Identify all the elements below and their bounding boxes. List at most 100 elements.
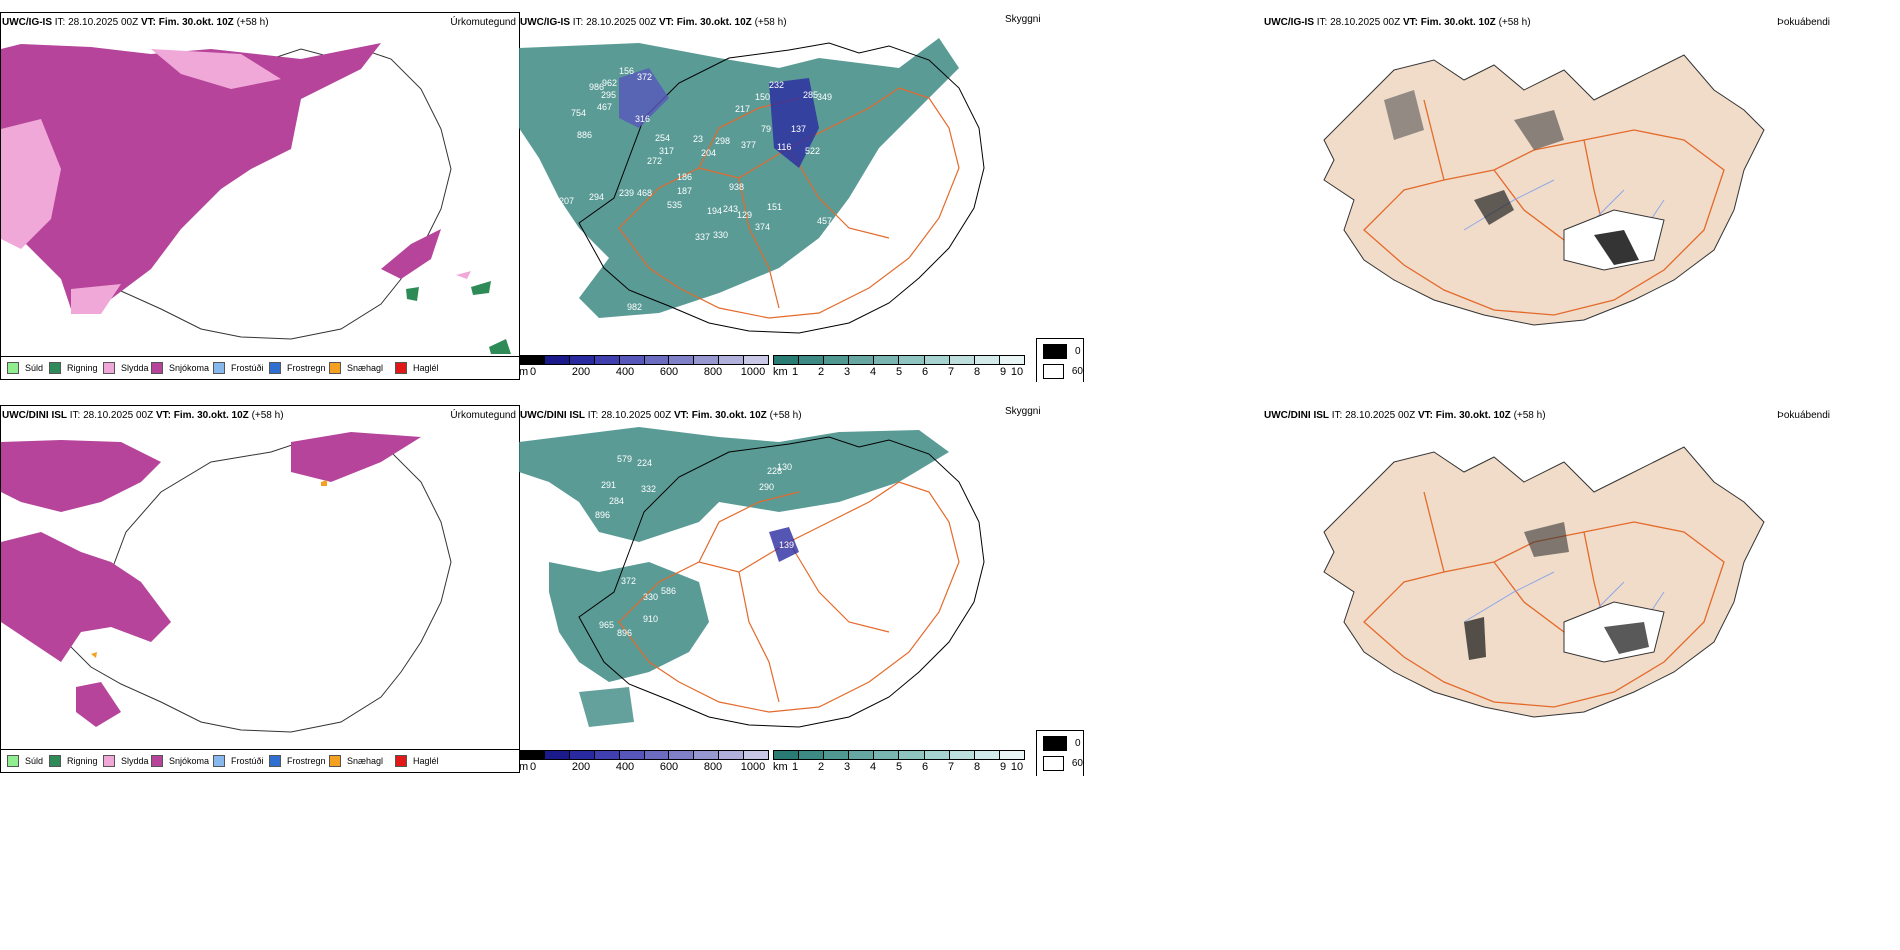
hail-dot xyxy=(321,480,327,486)
colorbar-unit: m xyxy=(519,761,529,773)
colorbar-ticks: m 0 200 400 600 800 1000 xyxy=(519,760,769,774)
row1-cloud-panel: UWC/IG-IS IT: 28.10.2025 00Z VT: Fim. 30… xyxy=(519,12,1229,382)
colorbar-cell xyxy=(594,356,620,364)
colorbar-cell xyxy=(619,751,645,759)
row2-fog-title: Þokuábendi xyxy=(1777,410,1830,421)
row1-cloudbase-scale: m 0 200 400 600 800 1000 xyxy=(519,355,769,379)
cloud-base-label: 491 xyxy=(859,250,874,260)
cloud-base-label: 316 xyxy=(635,114,650,124)
tick-label: 0 xyxy=(529,761,537,773)
visibility-area xyxy=(579,687,634,727)
fog-swatch xyxy=(1043,735,1067,751)
tick-label: 8 xyxy=(973,761,981,773)
cloud-base-label: 330 xyxy=(713,230,728,240)
fog-area xyxy=(1514,110,1564,150)
cloud-base-label: 224 xyxy=(637,458,652,468)
tick-label: 4 xyxy=(869,761,877,773)
cloud-base-label: 116 xyxy=(777,142,791,152)
legend-item: Frostúði xyxy=(213,362,264,374)
cloud-base-label: 291 xyxy=(601,480,616,490)
row2-fog-scale: 0 60 xyxy=(1036,730,1084,776)
row1-cloud-title: Skyggni xyxy=(1005,14,1041,25)
tick-label: 1000 xyxy=(740,366,766,378)
cloud-base-label: 194 xyxy=(707,206,722,216)
cloud-base-label: 272 xyxy=(647,156,662,166)
colorbar-cell xyxy=(874,751,900,759)
tick-label: 4 xyxy=(869,366,877,378)
row1-fog-panel: UWC/IG-IS IT: 28.10.2025 00Z VT: Fim. 30… xyxy=(1264,12,1864,382)
row2-cloudbase-scale: m 0 200 400 600 800 1000 xyxy=(519,750,769,774)
cloud-base-label: 129 xyxy=(737,210,752,220)
colorbar-cell xyxy=(974,751,1000,759)
cloud-base-area xyxy=(769,78,819,168)
iceland-outline xyxy=(578,42,985,334)
colorbar-cell xyxy=(949,356,975,364)
cloud-base-label: 886 xyxy=(577,130,592,140)
cloud-base-label: 217 xyxy=(735,104,750,114)
cloud-base-label: 139 xyxy=(779,540,794,550)
tick-label: 400 xyxy=(615,366,635,378)
cloud-base-label: 23 xyxy=(693,134,703,144)
tick-label: 5 xyxy=(895,366,903,378)
cloud-base-label: 290 xyxy=(759,482,774,492)
tick-label: 6 xyxy=(921,761,929,773)
colorbar-cell xyxy=(774,356,800,364)
cloud-base-label: 535 xyxy=(667,200,682,210)
legend-item: Snjókoma xyxy=(151,362,209,374)
colorbar-unit: m xyxy=(519,366,529,378)
cloud-base-label: 228 xyxy=(767,466,782,476)
cloud-base-label: 151 xyxy=(767,202,782,212)
row1-precip-panel: UWC/IG-IS IT: 28.10.2025 00Z VT: Fim. 30… xyxy=(0,12,520,380)
legend-swatch xyxy=(329,755,341,767)
row1-fog-header: UWC/IG-IS IT: 28.10.2025 00Z VT: Fim. 30… xyxy=(1264,17,1531,28)
tick-label: 2 xyxy=(817,366,825,378)
cloud-base-label: 372 xyxy=(637,72,652,82)
colorbar-cell xyxy=(520,356,545,364)
legend-swatch xyxy=(49,755,61,767)
cloud-base-label: 295 xyxy=(601,90,616,100)
row2-cloud-header: UWC/DINI ISL IT: 28.10.2025 00Z VT: Fim.… xyxy=(520,410,802,421)
snow-area xyxy=(1,440,161,512)
tick-label: 400 xyxy=(615,761,635,773)
legend-swatch xyxy=(213,755,225,767)
row2-cloud-title: Skyggni xyxy=(1005,406,1041,417)
legend-item: Frostúði xyxy=(213,755,264,767)
colorbar-cell xyxy=(924,356,950,364)
iceland-land xyxy=(1323,54,1765,326)
colorbar-cell xyxy=(544,356,570,364)
tick-label: 1000 xyxy=(740,761,766,773)
legend-swatch xyxy=(7,362,19,374)
cloud-base-label: 586 xyxy=(661,586,676,596)
snow-area xyxy=(291,432,421,482)
cloud-base-label: 298 xyxy=(715,136,730,146)
rain-area xyxy=(489,339,511,354)
legend-swatch xyxy=(103,362,115,374)
cloud-base-label: 468 xyxy=(637,188,652,198)
tick-label: 10 xyxy=(1010,366,1024,378)
colorbar-ticks: km 1 2 3 4 5 6 7 8 9 10 xyxy=(773,760,1025,774)
legend-swatch xyxy=(103,755,115,767)
legend-item: Haglél xyxy=(395,755,439,767)
tick-label: 6 xyxy=(921,366,929,378)
legend-swatch xyxy=(151,362,163,374)
colorbar-cell xyxy=(644,356,670,364)
colorbar-cells xyxy=(773,355,1025,365)
colorbar-cell xyxy=(949,751,975,759)
tick-label: 8 xyxy=(973,366,981,378)
cloud-base-label: 186 xyxy=(677,172,692,182)
cloud-base-label: 374 xyxy=(755,222,770,232)
tick-label: 5 xyxy=(895,761,903,773)
row2-cloud-map xyxy=(519,427,985,728)
cloud-base-area xyxy=(619,68,669,128)
colorbar-cell xyxy=(824,356,850,364)
legend-item: Rigning xyxy=(49,755,98,767)
colorbar-cell xyxy=(594,751,620,759)
colorbar-cell xyxy=(849,751,875,759)
colorbar-cell xyxy=(569,356,595,364)
sleet-area xyxy=(456,271,471,279)
colorbar-cell xyxy=(669,751,695,759)
legend-swatch xyxy=(213,362,225,374)
colorbar-cell xyxy=(849,356,875,364)
colorbar-unit: km xyxy=(773,366,788,378)
cloud-base-label: 962 xyxy=(602,78,617,88)
